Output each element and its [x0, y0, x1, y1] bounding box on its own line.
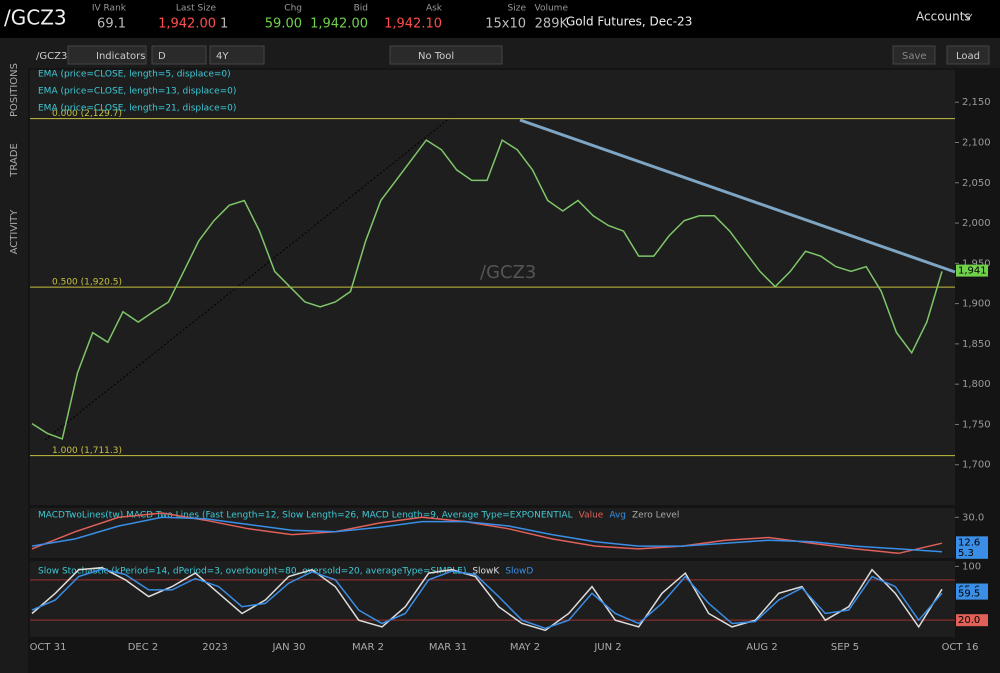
price-label: 59.5	[958, 589, 980, 600]
field-value: 1,942.00	[310, 17, 368, 32]
legend-entry: SlowD	[505, 567, 533, 577]
y-tick-label: 30.0	[962, 512, 984, 523]
side-tab[interactable]: ACTIVITY	[9, 209, 20, 255]
study-line	[31, 566, 943, 632]
button[interactable]	[209, 45, 265, 65]
study-title: MACDTwoLines(tw) MACD Two Lines (Fast Le…	[38, 511, 573, 521]
field-value: 69.1	[97, 17, 126, 32]
load[interactable]: Load	[956, 51, 980, 62]
button[interactable]	[892, 45, 936, 65]
price-label-box	[956, 536, 988, 549]
toolbar-items: /GCZ3 Indicators D 4Y No Tool Save Load	[36, 45, 990, 65]
price-label-box	[956, 264, 988, 277]
x-tick-label: SEP 5	[831, 642, 859, 653]
price-label: 1,941	[958, 266, 987, 277]
y-tick-label: 1,700	[962, 460, 991, 471]
field-label: Size	[508, 4, 527, 14]
y-tick-label: 1,900	[962, 299, 991, 310]
x-tick-label: MAR 31	[429, 642, 467, 653]
x-tick-label: 2023	[202, 642, 227, 653]
legend-entry: Value	[579, 511, 604, 521]
y-tick-label: 1,950	[962, 258, 991, 269]
side-tab[interactable]: TRADE	[9, 143, 20, 178]
x-tick-label: OCT 16	[942, 642, 979, 653]
y-tick-label: 2,000	[962, 218, 991, 229]
field-label: Ask	[426, 4, 443, 14]
tool[interactable]: No Tool	[418, 51, 454, 62]
button[interactable]	[151, 45, 207, 65]
toolbar-symbol: /GCZ3	[36, 51, 67, 62]
sidebar	[0, 38, 28, 673]
price-label-box	[956, 614, 988, 627]
price-label-box	[956, 546, 988, 559]
study-label: EMA (price=CLOSE, length=21, displace=0)	[38, 104, 236, 114]
y-tick-label: 2,150	[962, 97, 991, 108]
field-value: 1,942.00	[158, 17, 216, 32]
field-label: Chg	[284, 4, 302, 14]
side-tab[interactable]: POSITIONS	[9, 63, 20, 117]
price-label-box	[956, 587, 988, 600]
x-tick-label: JUN 2	[593, 642, 621, 653]
save[interactable]: Save	[902, 51, 927, 62]
x-tick-label: AUG 2	[746, 642, 777, 653]
study-line	[31, 516, 943, 553]
indicators[interactable]: Indicators	[96, 51, 145, 62]
symbol: /GCZ3	[4, 6, 67, 30]
description: Gold Futures, Dec-23	[566, 15, 692, 29]
price-label: 12.6	[958, 537, 980, 548]
field-label: IV Rank	[92, 4, 127, 14]
trendline	[519, 118, 956, 274]
field-value: 1,942.10	[384, 17, 442, 32]
field-value: 289K	[535, 17, 569, 32]
period[interactable]: 4Y	[216, 51, 229, 62]
x-tick-label: MAY 2	[510, 642, 540, 653]
x-tick-label: MAR 2	[352, 642, 384, 653]
study-title: Slow Stochastic (kPeriod=14, dPeriod=3, …	[38, 567, 466, 577]
button[interactable]	[946, 45, 990, 65]
y-tick-label: 2,050	[962, 178, 991, 189]
field-extra: 1	[220, 17, 228, 32]
y-tick-label: 1,850	[962, 339, 991, 350]
button[interactable]	[67, 45, 147, 65]
legend-entry: SlowK	[472, 567, 500, 577]
price-label: 20.0	[958, 615, 980, 626]
price-line	[31, 138, 943, 440]
y-tick-label: 2,100	[962, 138, 991, 149]
legend-entry: Avg	[609, 511, 626, 521]
fib-label: 0.500 (1,920.5)	[52, 278, 122, 288]
x-tick-label: OCT 31	[30, 642, 67, 653]
x-tick-label: DEC 2	[128, 642, 159, 653]
field-value: 15x10	[485, 17, 526, 32]
header-bar	[0, 0, 1000, 38]
watermark: /GCZ3	[480, 262, 536, 283]
field-value: 59.00	[265, 17, 302, 32]
dropdown-icon	[963, 13, 973, 20]
field-label: Bid	[354, 4, 368, 14]
fib-label: 0.000 (2,129.7)	[52, 109, 122, 119]
y-tick-label: 1,750	[962, 419, 991, 430]
study-label: EMA (price=CLOSE, length=5, displace=0)	[38, 70, 231, 80]
legend-entry: Zero Level	[632, 511, 679, 521]
aggregation[interactable]: D	[158, 51, 166, 62]
price-label: 5.3	[958, 548, 974, 559]
study-label: EMA (price=CLOSE, length=13, displace=0)	[38, 87, 236, 97]
y-tick-label: 1,800	[962, 379, 991, 390]
field-label: Last Size	[176, 4, 217, 14]
button[interactable]	[389, 45, 503, 65]
fib-label: 1.000 (1,711.3)	[52, 446, 122, 456]
accounts[interactable]: Accounts	[916, 10, 971, 24]
study-line	[31, 568, 943, 630]
x-tick-label: JAN 30	[272, 642, 306, 653]
y-tick-label: 100	[962, 561, 981, 572]
field-label: Volume	[535, 4, 569, 14]
